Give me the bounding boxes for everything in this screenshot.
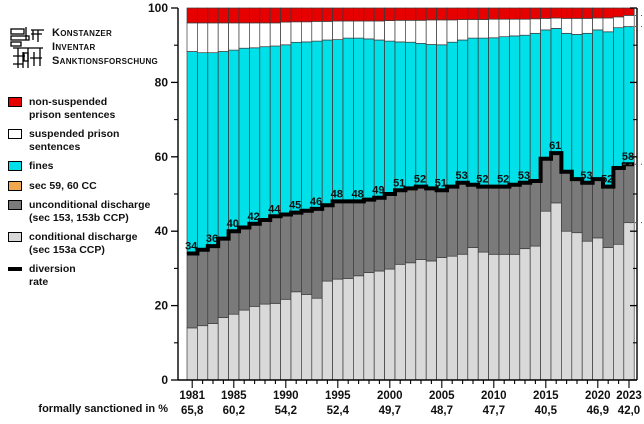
svg-text:65,8: 65,8 bbox=[181, 405, 204, 417]
svg-text:40: 40 bbox=[155, 224, 169, 238]
legend-label: fines bbox=[29, 160, 54, 172]
svg-text:61: 61 bbox=[549, 140, 561, 152]
svg-text:52: 52 bbox=[414, 174, 426, 186]
unconditional-discharge-swatch-icon bbox=[8, 200, 22, 210]
svg-text:52: 52 bbox=[497, 174, 509, 186]
legend-item-unconditional-discharge: unconditional discharge (sec 153, 153b C… bbox=[8, 199, 178, 224]
non-suspended-swatch-icon bbox=[8, 97, 22, 107]
conditional-discharge-swatch-icon bbox=[8, 232, 22, 242]
svg-text:36: 36 bbox=[206, 233, 218, 245]
svg-text:2023: 2023 bbox=[616, 390, 642, 402]
svg-text:52: 52 bbox=[476, 174, 488, 186]
svg-text:2020: 2020 bbox=[585, 390, 611, 402]
legend-label: sec 59, 60 CC bbox=[29, 179, 97, 192]
svg-text:1985: 1985 bbox=[221, 390, 247, 402]
legend-label: suspended prison sentences bbox=[29, 128, 120, 153]
legend-item-conditional-discharge: conditional discharge (sec 153a CCP) bbox=[8, 231, 178, 256]
kis-map-logo-icon bbox=[10, 27, 44, 68]
kis-logo-block: Konstanzer Inventar Sanktionsforschung bbox=[10, 26, 158, 70]
svg-text:45: 45 bbox=[289, 200, 301, 212]
legend-item-fines: fines bbox=[8, 160, 178, 173]
svg-text:49: 49 bbox=[372, 185, 384, 197]
svg-text:1981: 1981 bbox=[179, 390, 205, 402]
legend-item-non-suspended: non-suspended prison sentences bbox=[8, 96, 178, 121]
svg-text:44: 44 bbox=[268, 203, 281, 215]
svg-text:53: 53 bbox=[455, 170, 467, 182]
svg-text:20: 20 bbox=[155, 299, 169, 313]
svg-text:0: 0 bbox=[161, 373, 168, 387]
legend-item-diversion-rate: diversion rate bbox=[8, 263, 178, 288]
svg-text:2010: 2010 bbox=[481, 390, 507, 402]
svg-text:49,7: 49,7 bbox=[379, 405, 401, 417]
svg-text:53: 53 bbox=[580, 170, 592, 182]
logo-line-2: Inventar bbox=[52, 41, 96, 53]
svg-text:46: 46 bbox=[310, 196, 322, 208]
svg-text:47,7: 47,7 bbox=[483, 405, 505, 417]
svg-text:46,9: 46,9 bbox=[587, 405, 609, 417]
svg-text:48: 48 bbox=[351, 188, 363, 200]
svg-text:48,7: 48,7 bbox=[431, 405, 453, 417]
fines-swatch-icon bbox=[8, 161, 22, 171]
svg-text:2005: 2005 bbox=[429, 390, 455, 402]
sec-59-60-swatch-icon bbox=[8, 180, 22, 191]
svg-text:42: 42 bbox=[247, 211, 259, 223]
svg-text:42,0: 42,0 bbox=[618, 405, 640, 417]
logo-line-1: Konstanzer bbox=[52, 27, 113, 39]
formally-sanctioned-label: formally sanctioned in % bbox=[38, 403, 168, 415]
svg-text:54,2: 54,2 bbox=[275, 405, 297, 417]
svg-text:2015: 2015 bbox=[533, 390, 559, 402]
svg-text:40: 40 bbox=[227, 218, 239, 230]
svg-text:1990: 1990 bbox=[273, 390, 299, 402]
legend-label: unconditional discharge (sec 153, 153b C… bbox=[29, 199, 151, 224]
svg-text:51: 51 bbox=[393, 177, 405, 189]
diversion-rate-line-icon bbox=[8, 267, 22, 271]
svg-text:40,5: 40,5 bbox=[535, 405, 558, 417]
svg-text:100: 100 bbox=[148, 1, 168, 15]
svg-text:58: 58 bbox=[622, 151, 634, 163]
logo-line-3: Sanktionsforschung bbox=[52, 55, 159, 67]
legend-label: conditional discharge (sec 153a CCP) bbox=[29, 231, 138, 256]
svg-text:60,2: 60,2 bbox=[223, 405, 245, 417]
kis-logo-text: Konstanzer Inventar Sanktionsforschung bbox=[52, 26, 158, 68]
suspended-swatch-icon bbox=[8, 129, 22, 139]
legend-item-suspended: suspended prison sentences bbox=[8, 128, 178, 153]
chart-legend: non-suspended prison sentences suspended… bbox=[8, 96, 178, 295]
svg-text:52: 52 bbox=[601, 174, 613, 186]
svg-text:80: 80 bbox=[155, 75, 169, 89]
legend-label: non-suspended prison sentences bbox=[29, 96, 116, 121]
svg-text:51: 51 bbox=[435, 177, 447, 189]
svg-text:60: 60 bbox=[155, 150, 169, 164]
svg-text:1995: 1995 bbox=[325, 390, 351, 402]
legend-label: diversion rate bbox=[29, 263, 76, 288]
svg-text:2000: 2000 bbox=[377, 390, 403, 402]
svg-text:48: 48 bbox=[331, 188, 343, 200]
svg-text:52,4: 52,4 bbox=[327, 405, 350, 417]
legend-item-sec-59-60: sec 59, 60 CC bbox=[8, 180, 178, 193]
svg-text:34: 34 bbox=[185, 241, 198, 253]
svg-text:53: 53 bbox=[518, 170, 530, 182]
